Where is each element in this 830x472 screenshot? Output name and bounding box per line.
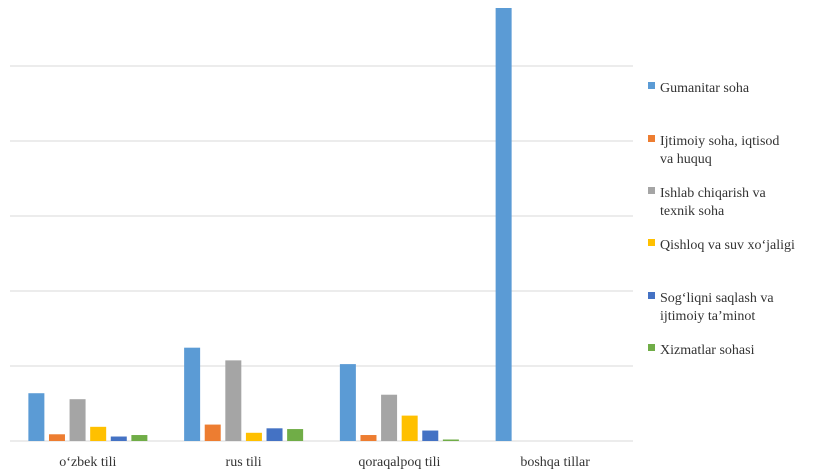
bar — [48, 434, 65, 441]
legend-swatch — [648, 239, 655, 246]
x-tick-label: qoraqalpoq tili — [358, 455, 440, 470]
bar — [339, 364, 356, 441]
bar — [28, 393, 45, 441]
bar — [204, 424, 221, 441]
bar — [360, 435, 377, 441]
bar — [266, 428, 283, 441]
bars — [28, 8, 512, 441]
bar — [225, 360, 242, 441]
bar — [131, 435, 148, 441]
legend-label: Xizmatlar sohasi — [660, 343, 755, 358]
legend-swatch — [648, 344, 655, 351]
legend-label: Ishlab chiqarish va texnik soha — [660, 186, 767, 219]
legend: Gumanitar soha Ijtimoiy soha, iqtisod va h… — [648, 81, 795, 358]
x-tick-label: rus tili — [226, 455, 262, 470]
legend-swatch — [648, 82, 655, 89]
bar — [401, 415, 418, 441]
bar — [422, 430, 439, 441]
legend-label: Ijtimoiy soha, iqtisod va huquq — [660, 134, 779, 167]
bar — [442, 439, 459, 441]
bar — [245, 432, 262, 441]
bar — [69, 399, 86, 441]
legend-swatch — [648, 187, 655, 194]
x-axis-tick-labels: o‘zbek tili rus tili qoraqalpoq tili boshqa… — [59, 455, 590, 470]
bar — [110, 436, 127, 441]
x-tick-label: boshqa tillar — [520, 455, 590, 470]
bar — [495, 8, 512, 441]
bar — [381, 394, 398, 441]
bar — [287, 429, 304, 441]
legend-swatch — [648, 292, 655, 299]
x-tick-label: o‘zbek tili — [59, 455, 116, 470]
gridlines — [10, 65, 633, 442]
legend-label: Gumanitar soha — [660, 81, 750, 96]
legend-label: Qishloq va suv xo‘jaligi — [660, 238, 795, 253]
legend-swatch — [648, 135, 655, 142]
bar — [90, 426, 107, 441]
legend-label: Sog‘liqni saqlash va ijtimoiy ta’minot — [660, 291, 774, 324]
bar — [184, 347, 201, 441]
